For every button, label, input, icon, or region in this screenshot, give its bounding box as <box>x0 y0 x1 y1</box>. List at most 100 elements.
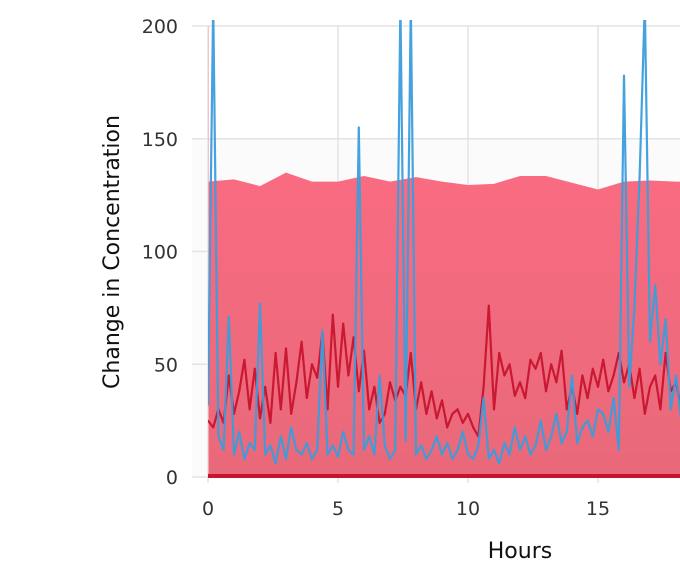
blue-series-point <box>212 3 214 5</box>
red-series-point <box>259 417 261 420</box>
blue-series-point <box>363 449 365 451</box>
red-series-point <box>410 352 412 354</box>
red-series-point <box>581 374 584 377</box>
blue-series-point <box>612 397 615 399</box>
blue-series-point <box>498 462 501 465</box>
blue-series-point <box>222 449 225 451</box>
y-tick-label: 0 <box>166 467 178 489</box>
blue-series-point <box>274 462 277 465</box>
red-series-point <box>446 426 449 429</box>
blue-series-point <box>508 453 511 456</box>
blue-series-point <box>248 442 251 444</box>
x-tick-label: 10 <box>456 498 480 520</box>
red-series-point <box>467 413 469 415</box>
blue-series-point <box>623 74 625 77</box>
blue-series-point <box>259 302 261 305</box>
blue-series-point <box>566 431 568 433</box>
red-series-point <box>555 381 558 384</box>
red-series-point <box>566 408 568 411</box>
blue-series-point <box>607 431 610 433</box>
red-series-point <box>493 408 495 411</box>
blue-series-point <box>534 444 537 447</box>
red-series-point <box>311 363 313 366</box>
blue-series-point <box>326 453 329 456</box>
red-series-point <box>576 413 578 415</box>
blue-series-point <box>555 413 558 415</box>
blue-series-point <box>441 453 443 456</box>
red-series-point <box>358 390 360 393</box>
blue-series-point <box>290 426 293 429</box>
blue-series-point <box>519 449 521 451</box>
red-series-point <box>264 386 267 388</box>
blue-series-point <box>378 374 381 377</box>
red-series-point <box>488 304 490 307</box>
blue-series-point <box>654 284 656 287</box>
red-series-point <box>425 413 428 415</box>
blue-series-point <box>472 458 475 460</box>
x-tick-label: 0 <box>202 498 214 520</box>
blue-series-point <box>597 408 599 411</box>
blue-series-point <box>540 419 542 422</box>
red-series-point <box>519 381 521 384</box>
blue-series-point <box>233 453 235 456</box>
red-series-point <box>295 381 298 384</box>
blue-series-point <box>670 408 672 411</box>
red-series-point <box>352 336 355 338</box>
y-tick-label: 200 <box>142 16 178 38</box>
blue-series-point <box>477 444 480 447</box>
blue-series-point <box>238 431 240 433</box>
red-series-point <box>638 367 641 370</box>
red-series-point <box>514 395 516 397</box>
blue-series-point <box>358 126 360 129</box>
blue-series-point <box>456 449 459 451</box>
x-axis-label: Hours <box>488 539 552 564</box>
blue-series-point <box>243 458 246 460</box>
red-series-point <box>482 386 485 388</box>
blue-series-point <box>529 453 532 456</box>
red-series-point <box>373 386 376 388</box>
blue-series-point <box>342 431 345 433</box>
blue-series-point <box>280 435 282 438</box>
blue-series-point <box>410 3 412 5</box>
red-series-point <box>399 386 402 388</box>
x-tick-label: 15 <box>586 498 610 520</box>
red-series-point <box>451 413 454 415</box>
blue-series-point <box>586 419 589 422</box>
red-series-point <box>612 374 615 377</box>
blue-series-point <box>576 442 578 444</box>
y-axis-label: Change in Concentration <box>100 115 125 389</box>
red-series-point <box>649 386 651 388</box>
red-series-point <box>228 374 230 377</box>
y-tick-label: 100 <box>142 242 178 264</box>
red-series-point <box>456 408 459 411</box>
blue-series-point <box>436 435 438 438</box>
red-series-point <box>208 419 209 422</box>
red-series-point <box>534 367 537 370</box>
red-series-point <box>280 408 282 411</box>
red-series-point <box>233 413 235 415</box>
blue-series-point <box>488 458 490 460</box>
blue-series-point <box>644 3 646 5</box>
red-series-point <box>659 408 662 411</box>
blue-series-point <box>602 413 604 415</box>
blue-series-point <box>482 397 485 399</box>
blue-series-point <box>321 329 324 332</box>
red-series-point <box>389 381 391 384</box>
blue-series-point <box>254 449 256 451</box>
blue-series-point <box>664 318 667 320</box>
blue-series-point <box>337 455 339 458</box>
red-series-point <box>540 352 542 354</box>
blue-series-point <box>306 442 308 444</box>
blue-series-point <box>493 449 495 451</box>
blue-series-point <box>638 176 641 178</box>
blue-series-line <box>208 20 680 465</box>
red-series-point <box>274 352 277 354</box>
red-series-point <box>623 381 625 384</box>
blue-series-point <box>618 449 620 451</box>
red-series-point <box>342 322 345 325</box>
blue-series-point <box>295 449 298 451</box>
red-series-point <box>644 413 646 415</box>
blue-series-point <box>316 449 319 451</box>
blue-series-point <box>503 442 506 444</box>
red-series-point <box>586 397 589 399</box>
